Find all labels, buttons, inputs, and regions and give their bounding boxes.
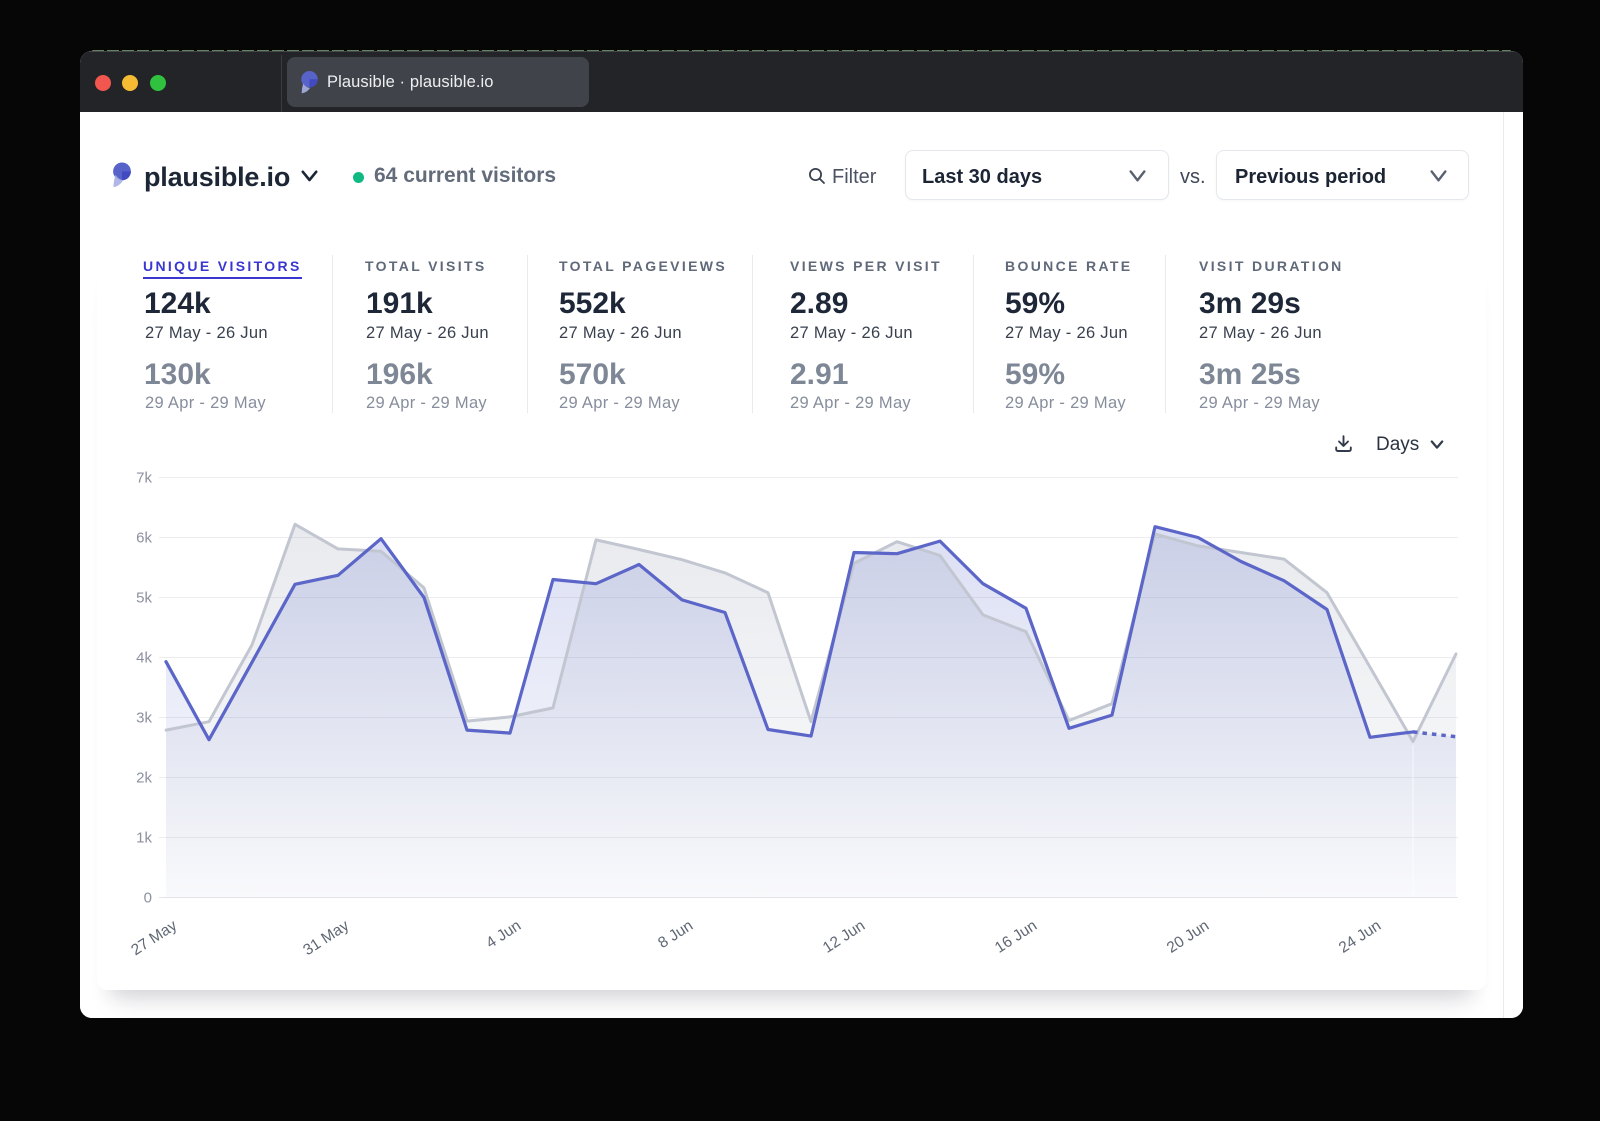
svg-text:7k: 7k xyxy=(136,470,152,487)
svg-text:8 Jun: 8 Jun xyxy=(655,917,696,952)
svg-text:4k: 4k xyxy=(136,650,152,667)
svg-text:16 Jun: 16 Jun xyxy=(992,917,1040,957)
svg-text:31 May: 31 May xyxy=(300,917,352,959)
svg-text:12 Jun: 12 Jun xyxy=(820,917,868,957)
svg-text:4 Jun: 4 Jun xyxy=(483,917,524,952)
svg-text:0: 0 xyxy=(144,890,152,907)
svg-text:27 May: 27 May xyxy=(128,917,180,959)
svg-text:20 Jun: 20 Jun xyxy=(1164,917,1212,957)
svg-text:2k: 2k xyxy=(136,770,152,787)
svg-text:24 Jun: 24 Jun xyxy=(1336,917,1384,957)
svg-text:1k: 1k xyxy=(136,830,152,847)
svg-text:5k: 5k xyxy=(136,590,152,607)
svg-text:6k: 6k xyxy=(136,530,152,547)
svg-text:3k: 3k xyxy=(136,710,152,727)
